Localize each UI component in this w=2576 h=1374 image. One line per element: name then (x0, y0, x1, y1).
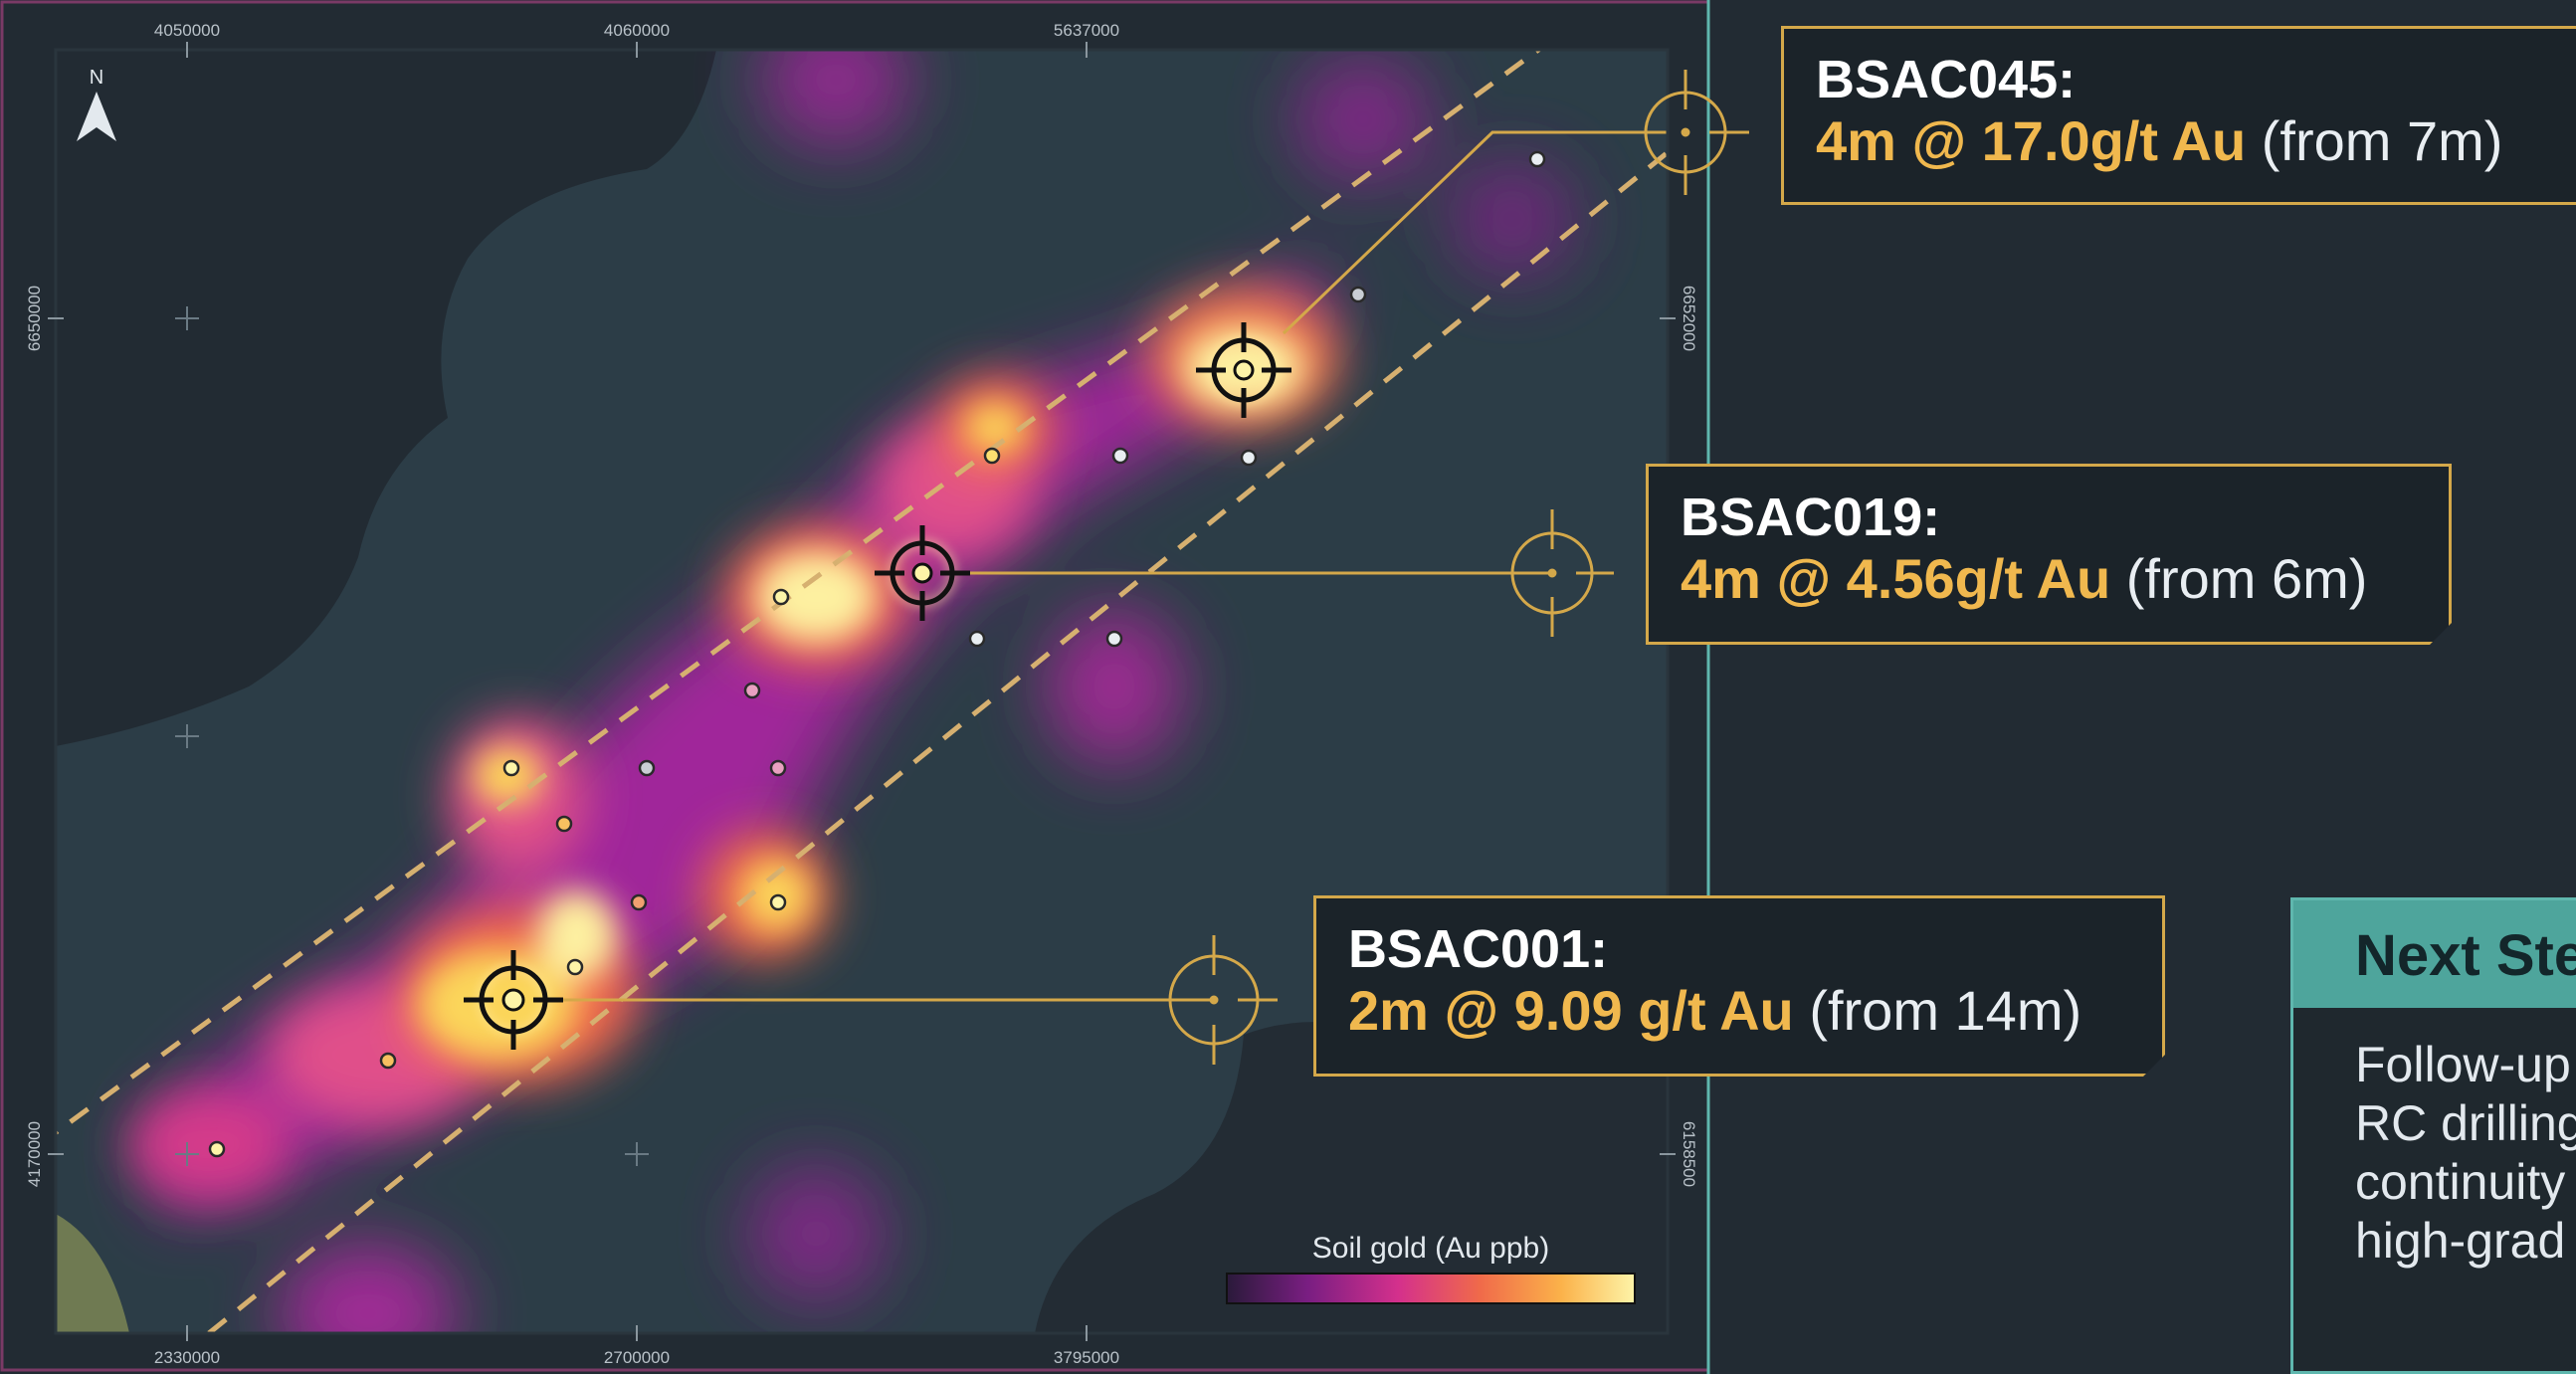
coord-top-3: 5637000 (1054, 21, 1119, 40)
coord-left-1: 6650000 (25, 286, 44, 351)
callout-grade: 4m @ 17.0g/t Au (1816, 109, 2247, 173)
coord-bottom-1: 2330000 (154, 1348, 220, 1367)
legend-title: Soil gold (Au ppb) (1312, 1232, 1549, 1265)
next-steps-line: Follow-up (2355, 1037, 2571, 1092)
coord-bottom-2: 2700000 (604, 1348, 670, 1367)
callout-hole-id: BSAC001: (1348, 919, 1609, 979)
north-arrow-icon (77, 92, 116, 141)
callout-from-depth: (from 14m) (1793, 979, 2082, 1043)
terrain-dark-se (1035, 1022, 1668, 1333)
callout-bsac001[interactable]: BSAC001: 2m @ 9.09 g/t Au (from 14m) (1313, 895, 2165, 1077)
coord-right-2: 6158500 (1680, 1121, 1698, 1187)
coord-top-1: 4050000 (154, 21, 220, 40)
callout-hole-id: BSAC045: (1816, 50, 2077, 109)
callout-result: 4m @ 4.56g/t Au (from 6m) (1681, 547, 2419, 611)
callout-result: 2m @ 9.09 g/t Au (from 14m) (1348, 979, 2132, 1043)
callout-result: 4m @ 17.0g/t Au (from 7m) (1816, 109, 2574, 173)
drill-hole-bsac019[interactable] (875, 525, 970, 621)
north-arrow: N (77, 67, 116, 141)
callout-from-depth: (from 7m) (2246, 109, 2503, 173)
coord-top-2: 4060000 (604, 21, 670, 40)
target-reticle-bsac019 (1490, 509, 1614, 637)
legend-color-ramp (1226, 1273, 1636, 1304)
coord-bottom-3: 3795000 (1054, 1348, 1119, 1367)
next-steps-panel: Next Ste Follow-up RC drilling continuit… (2290, 897, 2576, 1374)
coord-right-1: 6652000 (1680, 286, 1698, 351)
frame-ticks (48, 42, 1676, 1341)
callout-hole-id: BSAC019: (1681, 488, 1941, 547)
callout-grade: 2m @ 9.09 g/t Au (1348, 979, 1794, 1043)
map-legend: Soil gold (Au ppb) (1226, 1232, 1636, 1304)
callout-grade: 4m @ 4.56g/t Au (1681, 547, 2111, 611)
next-steps-line: continuity (2355, 1154, 2566, 1210)
next-steps-body: Follow-up RC drilling continuity high-gr… (2293, 1008, 2576, 1271)
grid-crosses (175, 306, 649, 1166)
target-reticle-bsac045 (1624, 70, 1749, 195)
terrain-dark-nw (56, 50, 716, 746)
coord-left-2: 4170000 (25, 1121, 44, 1187)
mineralised-corridor (56, 50, 1668, 1333)
callout-leaders (557, 130, 1668, 1002)
target-reticle-bsac001 (1150, 935, 1278, 1065)
next-steps-heading: Next Ste (2293, 900, 2576, 1008)
next-steps-line: high-grad (2355, 1213, 2566, 1269)
north-label: N (90, 67, 103, 89)
callout-bsac019[interactable]: BSAC019: 4m @ 4.56g/t Au (from 6m) (1646, 464, 2452, 645)
drill-hole-bsac045[interactable] (1196, 322, 1291, 418)
next-steps-line: RC drilling (2355, 1095, 2576, 1151)
callout-bsac045[interactable]: BSAC045: 4m @ 17.0g/t Au (from 7m) (1781, 26, 2576, 205)
callout-from-depth: (from 6m) (2110, 547, 2368, 611)
map-frame (54, 48, 1670, 1335)
soil-sample-points (208, 150, 1546, 1158)
coordinate-labels: 4050000 4060000 5637000 2330000 2700000 … (25, 21, 1698, 1367)
terrain-sand (56, 1214, 129, 1333)
drill-hole-bsac001[interactable] (464, 950, 563, 1050)
